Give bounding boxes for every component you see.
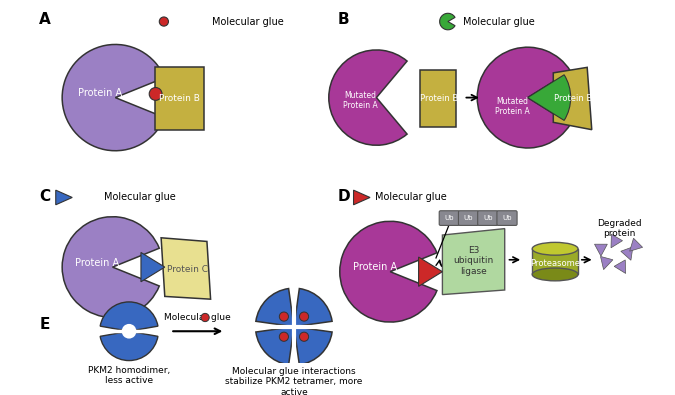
Wedge shape bbox=[528, 75, 570, 120]
Wedge shape bbox=[294, 289, 332, 327]
Text: Molecular glue: Molecular glue bbox=[375, 192, 446, 203]
Polygon shape bbox=[621, 247, 633, 260]
Polygon shape bbox=[418, 257, 442, 286]
Text: E3
ubiquitin
ligase: E3 ubiquitin ligase bbox=[454, 246, 493, 276]
Polygon shape bbox=[630, 238, 643, 251]
Text: Degraded
protein: Degraded protein bbox=[597, 219, 641, 238]
Polygon shape bbox=[554, 68, 592, 130]
Text: Molecular glue: Molecular glue bbox=[464, 17, 535, 26]
Text: Ub: Ub bbox=[445, 215, 454, 221]
Polygon shape bbox=[614, 260, 626, 273]
Text: Mutated
Protein A: Mutated Protein A bbox=[343, 90, 377, 110]
Wedge shape bbox=[439, 13, 455, 30]
Wedge shape bbox=[100, 331, 158, 361]
Text: C: C bbox=[39, 189, 51, 204]
Text: B: B bbox=[338, 12, 350, 27]
Wedge shape bbox=[256, 327, 294, 365]
Text: Protein C: Protein C bbox=[167, 265, 208, 275]
Wedge shape bbox=[256, 289, 294, 327]
Polygon shape bbox=[56, 190, 72, 205]
Text: PKM2 homodimer,
less active: PKM2 homodimer, less active bbox=[88, 365, 170, 385]
Text: Proteasome: Proteasome bbox=[530, 259, 580, 268]
FancyBboxPatch shape bbox=[439, 211, 460, 226]
Polygon shape bbox=[442, 229, 505, 295]
Text: Protein A: Protein A bbox=[75, 258, 119, 267]
Text: A: A bbox=[39, 12, 51, 27]
Polygon shape bbox=[155, 68, 204, 130]
FancyBboxPatch shape bbox=[497, 211, 517, 226]
Text: E: E bbox=[39, 318, 50, 333]
Circle shape bbox=[279, 312, 288, 321]
Text: Protein A: Protein A bbox=[78, 88, 122, 98]
Text: Molecular glue: Molecular glue bbox=[165, 313, 231, 322]
Wedge shape bbox=[62, 217, 159, 318]
Text: Molecular glue interactions
stabilize PKM2 tetramer, more
active: Molecular glue interactions stabilize PK… bbox=[225, 367, 362, 395]
FancyBboxPatch shape bbox=[532, 249, 578, 275]
Wedge shape bbox=[100, 302, 158, 331]
Circle shape bbox=[300, 312, 308, 321]
Polygon shape bbox=[141, 252, 165, 282]
Wedge shape bbox=[477, 47, 570, 148]
Text: Ub: Ub bbox=[464, 215, 473, 221]
Text: Protein B: Protein B bbox=[159, 94, 200, 103]
Text: Protein B: Protein B bbox=[420, 94, 458, 103]
Text: Molecular glue: Molecular glue bbox=[105, 192, 176, 203]
Text: Molecular glue: Molecular glue bbox=[211, 17, 284, 26]
Polygon shape bbox=[611, 234, 622, 248]
Circle shape bbox=[149, 88, 162, 100]
Text: Ub: Ub bbox=[502, 215, 512, 221]
Text: Ub: Ub bbox=[483, 215, 493, 221]
Text: Mutated
Protein A: Mutated Protein A bbox=[495, 97, 529, 117]
Ellipse shape bbox=[532, 243, 578, 255]
Text: Protein A: Protein A bbox=[352, 262, 397, 272]
Polygon shape bbox=[595, 244, 608, 256]
Polygon shape bbox=[354, 190, 370, 205]
Wedge shape bbox=[340, 221, 437, 322]
Circle shape bbox=[279, 332, 288, 341]
FancyBboxPatch shape bbox=[458, 211, 479, 226]
Polygon shape bbox=[601, 256, 613, 270]
Circle shape bbox=[122, 324, 136, 339]
Text: D: D bbox=[338, 189, 350, 204]
Wedge shape bbox=[62, 45, 165, 151]
Circle shape bbox=[159, 17, 169, 26]
Wedge shape bbox=[294, 327, 332, 365]
Wedge shape bbox=[329, 50, 407, 145]
FancyBboxPatch shape bbox=[478, 211, 498, 226]
Ellipse shape bbox=[532, 268, 578, 281]
Polygon shape bbox=[161, 238, 211, 299]
Polygon shape bbox=[421, 70, 456, 127]
Circle shape bbox=[300, 332, 308, 341]
Text: Protein B: Protein B bbox=[554, 94, 593, 103]
Circle shape bbox=[201, 313, 209, 322]
